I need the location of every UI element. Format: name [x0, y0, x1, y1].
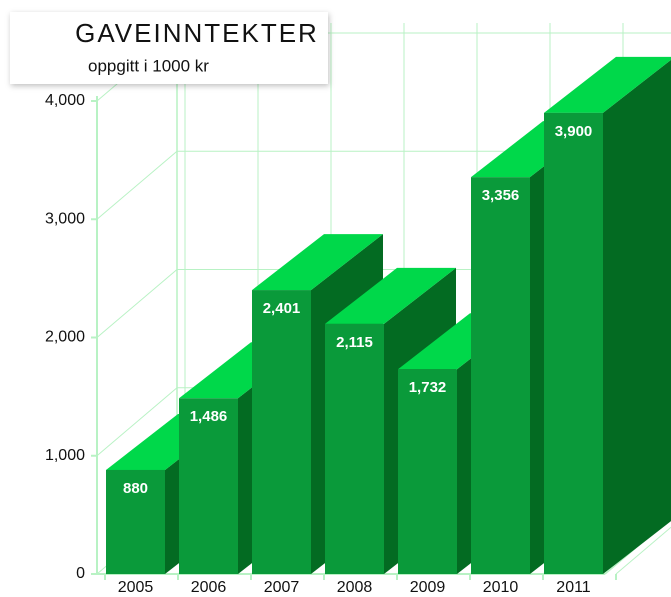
bar-front: [544, 112, 603, 574]
data-label: 2,115: [336, 334, 373, 351]
data-label: 880: [123, 480, 148, 497]
bar-front: [106, 469, 165, 574]
title-box: [10, 12, 328, 84]
y-tick-label: 4,000: [45, 92, 85, 109]
y-tick-label: 1,000: [45, 447, 85, 464]
y-tick-label: 0: [76, 565, 85, 582]
y-tick-label: 3,000: [45, 210, 85, 227]
grid-line: [96, 387, 178, 457]
x-tick-label: 2009: [410, 579, 446, 596]
bar: 3,900: [544, 56, 671, 574]
x-tick-label: 2005: [118, 579, 154, 596]
grid-line: [96, 150, 178, 220]
data-label: 3,356: [482, 187, 520, 204]
bar-side: [603, 59, 671, 574]
data-label: 1,486: [190, 408, 228, 425]
x-tick-label: 2011: [556, 579, 591, 596]
x-tick-label: 2007: [264, 579, 300, 596]
floor-line: [615, 526, 671, 575]
bar-front: [471, 177, 530, 574]
x-tick-label: 2008: [337, 579, 373, 596]
chart-title: GAVEINNTEKTER: [75, 18, 319, 48]
y-tick-label: 2,000: [45, 329, 85, 346]
bar-top: [325, 267, 456, 324]
bar-top: [252, 234, 383, 291]
bars: 880 1,486 2,401 2,115 1,732 3,356 3,900: [106, 56, 671, 574]
chart-subtitle: oppgitt i 1000 kr: [88, 56, 209, 75]
bar-front: [179, 398, 238, 574]
bar-front: [252, 290, 311, 574]
grid-line: [96, 269, 178, 338]
bar-front: [398, 369, 457, 574]
bar-top: [544, 56, 671, 113]
bar-front: [325, 323, 384, 574]
data-label: 2,401: [263, 300, 301, 317]
data-label: 3,900: [555, 123, 593, 140]
labels: 0 1,000 2,000 3,000 4,000 2005 2006 2007 2008 200…: [45, 92, 591, 596]
x-tick-label: 2006: [191, 579, 227, 596]
x-tick-label: 2010: [483, 579, 519, 596]
data-label: 1,732: [409, 379, 447, 396]
